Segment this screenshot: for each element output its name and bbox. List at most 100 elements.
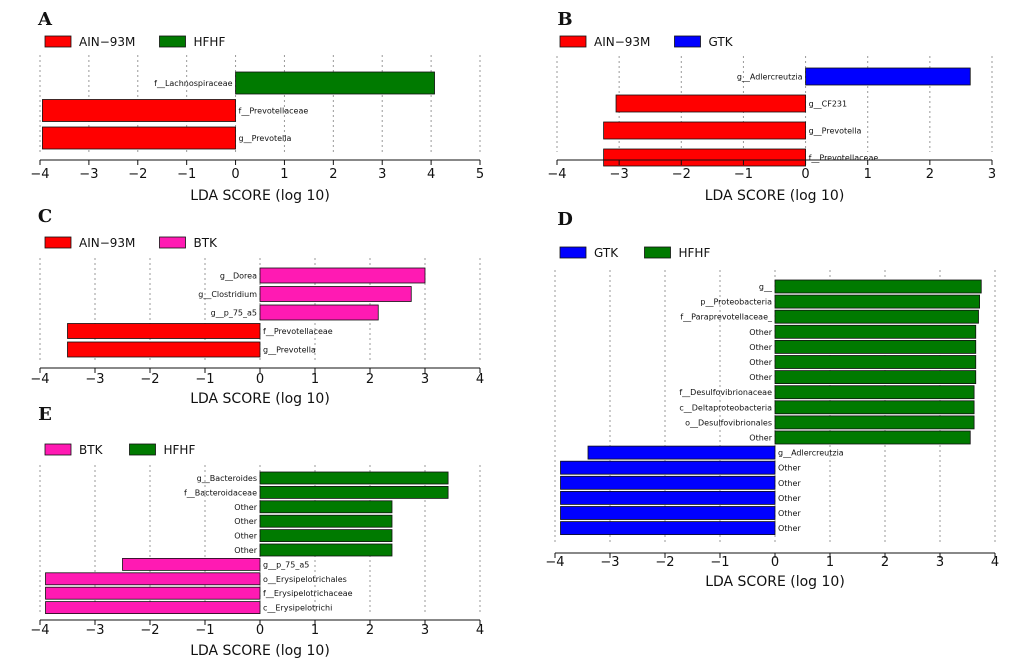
bar-label: Other [749, 343, 772, 352]
bar-label: f__Desulfovibrionaceae [679, 388, 772, 397]
bar [259, 485, 449, 499]
legend-label: AIN−93M [79, 35, 135, 49]
bar [774, 385, 975, 400]
bar-label: Other [234, 532, 257, 541]
panel-letter: A [37, 9, 53, 30]
bar [67, 323, 261, 339]
tick-label: −1 [710, 555, 729, 570]
bar-label: p__Proteobacteria [700, 298, 772, 307]
x-axis-label: LDA SCORE (log 10) [705, 188, 845, 204]
tick-label: −3 [85, 372, 104, 387]
bar-label: o__Erysipelotrichales [263, 575, 347, 584]
bar-label: g__Prevotella [239, 134, 292, 143]
bar-label: f__Prevotellaceae [809, 154, 879, 163]
bar [259, 471, 449, 485]
bar-label: g__Bacteroides [197, 474, 257, 483]
tick-label: 1 [280, 167, 288, 182]
tick-label: −3 [79, 167, 98, 182]
bar-label: Other [778, 509, 801, 518]
legend-swatch [44, 443, 72, 456]
bar [45, 586, 261, 600]
bar-label: Other [749, 434, 772, 443]
bar-label: Other [778, 524, 801, 533]
bar [774, 415, 975, 430]
tick-label: 4 [991, 555, 999, 570]
bar-label: g__Clostridium [198, 290, 257, 299]
bar-label: g__Adlercreutzia [778, 449, 844, 458]
tick-label: 0 [801, 167, 809, 182]
tick-label: 3 [421, 372, 429, 387]
bar-label: g__p_75_a5 [211, 309, 257, 318]
bar [560, 506, 776, 520]
tick-label: −1 [195, 372, 214, 387]
panel-e: E BTK HFHF g__Bacteroides f__Bacteroidaceae O… [30, 404, 484, 659]
bar-label: g__CF231 [809, 100, 848, 109]
tick-label: 1 [311, 623, 319, 638]
tick-label: −2 [672, 167, 691, 182]
bar [259, 500, 393, 514]
legend-swatch [44, 35, 72, 48]
tick-label: −1 [177, 167, 196, 182]
tick-label: −2 [128, 167, 147, 182]
tick-label: 1 [311, 372, 319, 387]
tick-label: 0 [256, 372, 264, 387]
bar-label: g__Adlercreutzia [737, 73, 803, 82]
bar-label: g__Dorea [220, 272, 257, 281]
bar [259, 529, 393, 542]
tick-label: −3 [85, 623, 104, 638]
legend-swatch [559, 246, 587, 259]
panel-a: A AIN−93M HFHF f__Lachnospiraceae f__Prevote… [30, 9, 484, 204]
tick-label: 0 [231, 167, 239, 182]
legend-swatch [129, 443, 156, 456]
bar [774, 370, 977, 385]
bar-label: Other [234, 503, 257, 512]
bar [774, 279, 982, 294]
tick-label: 4 [427, 167, 435, 182]
bar-label: f__Paraprevotellaceae_ [680, 313, 773, 322]
bar [805, 67, 971, 86]
x-axis-label: LDA SCORE (log 10) [705, 574, 845, 590]
x-axis-label: LDA SCORE (log 10) [190, 643, 330, 659]
tick-label: 2 [366, 372, 374, 387]
tick-label: 0 [771, 555, 779, 570]
bar [774, 355, 977, 369]
tick-label: −4 [545, 555, 564, 570]
bar [259, 543, 393, 557]
legend-swatch [644, 246, 671, 259]
bar [603, 121, 806, 140]
bar-label: Other [749, 373, 772, 382]
bar-label: c__Deltaproteobacteria [679, 403, 772, 412]
tick-label: 2 [926, 167, 934, 182]
panel-letter: C [38, 206, 52, 227]
bar [615, 94, 806, 113]
bar [560, 521, 776, 535]
tick-label: 2 [881, 555, 889, 570]
panel-c: C AIN−93M BTK g__Dorea g__Clostridium g__p_75… [30, 206, 484, 407]
tick-label: −2 [140, 372, 159, 387]
legend-label: HFHF [164, 443, 196, 457]
bar-label: Other [778, 479, 801, 488]
bar-label: Other [778, 494, 801, 503]
legend-label: BTK [194, 236, 219, 250]
bar-label: f__Prevotellaceae [263, 327, 333, 336]
legend-label: AIN−93M [79, 236, 135, 250]
x-axis-label: LDA SCORE (log 10) [190, 391, 330, 407]
legend-label: GTK [594, 246, 619, 260]
tick-label: −3 [610, 167, 629, 182]
tick-label: −2 [655, 555, 674, 570]
legend-swatch [159, 35, 186, 48]
bar [259, 514, 393, 528]
bar [774, 294, 981, 309]
tick-label: −1 [195, 623, 214, 638]
bar-label: o__Desulfovibrionales [685, 418, 772, 427]
bar [560, 460, 776, 475]
bar-label: Other [234, 517, 257, 526]
tick-label: −4 [547, 167, 566, 182]
bar-label: f__Bacteroidaceae [184, 488, 257, 497]
bar-label: f__Prevotellaceae [239, 107, 309, 116]
bar-label: g__Prevotella [809, 127, 862, 136]
tick-label: −4 [30, 167, 49, 182]
bar [122, 558, 261, 571]
tick-label: −1 [734, 167, 753, 182]
